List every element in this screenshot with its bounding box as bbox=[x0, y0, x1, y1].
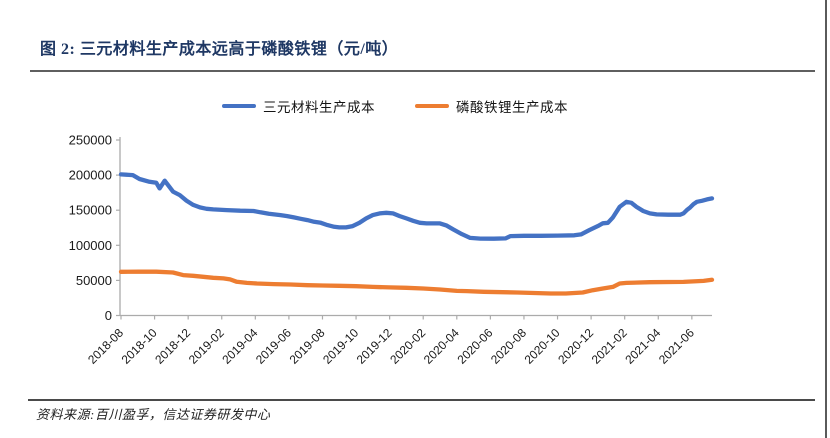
legend-line-swatch-lfp bbox=[415, 103, 449, 109]
legend-label-lfp: 磷酸铁锂生产成本 bbox=[456, 100, 568, 115]
figure-title: 图 2: 三元材料生产成本远高于磷酸铁锂（元/吨） bbox=[40, 41, 399, 58]
legend-label-ternary: 三元材料生产成本 bbox=[263, 100, 375, 115]
x-tick-label: 2020-10 bbox=[522, 325, 563, 366]
legend-line-swatch-ternary bbox=[222, 103, 256, 109]
ternary-cost-line bbox=[118, 172, 715, 241]
x-tick-label: 2019-08 bbox=[287, 325, 328, 366]
x-tick-label: 2019-10 bbox=[320, 325, 361, 366]
x-tick-label: 2019-06 bbox=[253, 325, 294, 366]
y-tick-label: 50000 bbox=[76, 273, 112, 288]
x-tick-label: 2020-12 bbox=[555, 325, 596, 366]
x-tick-label: 2020-04 bbox=[421, 325, 462, 366]
legend-item-ternary: 三元材料生产成本 bbox=[222, 96, 375, 116]
y-tick-label: 200000 bbox=[69, 168, 112, 183]
page-right-border bbox=[825, 0, 827, 438]
x-tick-label: 2019-02 bbox=[186, 325, 227, 366]
legend-item-lfp: 磷酸铁锂生产成本 bbox=[415, 96, 568, 116]
x-tick-label: 2020-06 bbox=[454, 325, 495, 366]
x-tick-label: 2021-06 bbox=[656, 325, 697, 366]
x-tick-label: 2019-04 bbox=[219, 325, 260, 366]
x-tick-label: 2018-10 bbox=[119, 325, 160, 366]
x-tick-label: 2018-08 bbox=[85, 325, 126, 366]
x-tick-label: 2020-02 bbox=[387, 325, 428, 366]
footer-divider bbox=[28, 399, 815, 401]
source-note: 资料来源:百川盈孚，信达证券研发中心 bbox=[36, 407, 271, 422]
x-tick-label: 2021-04 bbox=[622, 325, 663, 366]
chart-legend: 三元材料生产成本 磷酸铁锂生产成本 bbox=[0, 96, 790, 116]
title-divider bbox=[30, 70, 815, 72]
x-tick-label: 2021-02 bbox=[589, 325, 630, 366]
y-tick-label: 150000 bbox=[69, 203, 112, 218]
x-tick-label: 2018-12 bbox=[152, 325, 193, 366]
x-tick-label: 2019-12 bbox=[354, 325, 395, 366]
lfp-cost-line bbox=[118, 269, 715, 296]
x-tick-label: 2020-08 bbox=[488, 325, 529, 366]
y-tick-label: 100000 bbox=[69, 238, 112, 253]
y-tick-label: 0 bbox=[105, 308, 112, 323]
y-tick-label: 250000 bbox=[69, 133, 112, 148]
